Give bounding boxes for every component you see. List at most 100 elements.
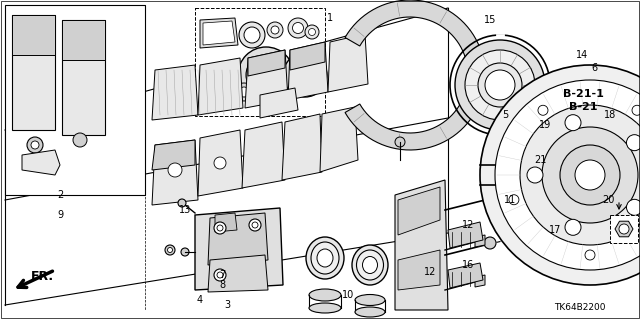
Polygon shape (248, 50, 285, 76)
Text: 3: 3 (224, 300, 230, 310)
Circle shape (538, 105, 548, 115)
Text: 15: 15 (484, 15, 496, 25)
Polygon shape (62, 20, 105, 60)
Text: 17: 17 (549, 225, 561, 235)
Circle shape (214, 222, 226, 234)
Text: B-21-1: B-21-1 (563, 89, 604, 99)
Text: TK64B2200: TK64B2200 (554, 303, 605, 313)
Ellipse shape (306, 237, 344, 279)
Circle shape (524, 176, 538, 189)
Circle shape (632, 105, 640, 115)
Circle shape (178, 199, 186, 207)
Ellipse shape (362, 256, 378, 273)
Text: 8: 8 (219, 280, 225, 290)
Polygon shape (475, 235, 485, 247)
Circle shape (557, 130, 572, 144)
Polygon shape (22, 150, 60, 175)
Polygon shape (62, 20, 105, 135)
Ellipse shape (352, 245, 388, 285)
Circle shape (585, 250, 595, 260)
Circle shape (214, 73, 238, 97)
Polygon shape (282, 114, 322, 180)
Polygon shape (320, 107, 358, 172)
Circle shape (31, 141, 39, 149)
Polygon shape (398, 250, 440, 290)
Ellipse shape (309, 303, 341, 313)
Text: 10: 10 (342, 290, 354, 300)
Polygon shape (398, 187, 440, 235)
Circle shape (305, 25, 319, 39)
Polygon shape (395, 180, 448, 310)
Polygon shape (245, 50, 288, 108)
Polygon shape (208, 213, 268, 265)
Circle shape (527, 167, 543, 183)
Polygon shape (242, 122, 285, 188)
Circle shape (542, 127, 638, 223)
Text: 5: 5 (502, 110, 508, 120)
Polygon shape (200, 18, 238, 48)
Bar (5, 5, 145, 195)
Circle shape (478, 63, 522, 107)
Circle shape (560, 145, 620, 205)
Text: 11: 11 (504, 195, 516, 205)
Polygon shape (475, 275, 485, 287)
Text: 21: 21 (534, 155, 546, 165)
Circle shape (252, 222, 258, 228)
Circle shape (484, 192, 496, 204)
Bar (610, 215, 638, 243)
Circle shape (219, 78, 233, 92)
Text: 6: 6 (591, 63, 597, 73)
Circle shape (509, 195, 519, 205)
Circle shape (73, 133, 87, 147)
Text: 16: 16 (462, 260, 474, 270)
Circle shape (271, 26, 279, 34)
Circle shape (267, 22, 283, 38)
Text: 7: 7 (219, 270, 225, 280)
Circle shape (627, 135, 640, 151)
Ellipse shape (317, 249, 333, 267)
Ellipse shape (355, 294, 385, 306)
Circle shape (543, 153, 567, 177)
Circle shape (455, 40, 545, 130)
Circle shape (586, 109, 594, 117)
Circle shape (181, 248, 189, 256)
Circle shape (495, 80, 640, 270)
Ellipse shape (311, 242, 339, 274)
Circle shape (217, 272, 223, 278)
Polygon shape (615, 221, 633, 237)
Circle shape (578, 158, 592, 172)
Ellipse shape (355, 307, 385, 317)
Circle shape (480, 65, 640, 285)
Text: 4: 4 (197, 295, 203, 305)
Bar (195, 8, 325, 116)
Polygon shape (328, 34, 368, 92)
Polygon shape (198, 58, 243, 115)
Polygon shape (198, 130, 243, 196)
Circle shape (627, 199, 640, 215)
Text: 13: 13 (179, 205, 191, 215)
Text: B-21: B-21 (570, 102, 598, 112)
Circle shape (290, 60, 320, 90)
Circle shape (520, 105, 640, 245)
Polygon shape (547, 75, 563, 85)
Circle shape (27, 137, 43, 153)
Text: 2: 2 (57, 190, 63, 200)
Circle shape (395, 137, 405, 147)
Circle shape (565, 115, 581, 131)
Circle shape (239, 22, 265, 48)
Polygon shape (215, 213, 237, 232)
Circle shape (619, 224, 629, 234)
Text: 12: 12 (424, 267, 436, 277)
Circle shape (485, 70, 515, 100)
Text: FR.: FR. (31, 270, 54, 283)
Circle shape (288, 18, 308, 38)
Circle shape (583, 106, 597, 120)
Text: 14: 14 (576, 50, 588, 60)
Circle shape (238, 47, 294, 103)
Polygon shape (12, 15, 55, 130)
Circle shape (533, 143, 577, 187)
Text: 12: 12 (462, 220, 474, 230)
Polygon shape (208, 255, 268, 292)
Circle shape (308, 28, 316, 35)
Circle shape (217, 225, 223, 231)
